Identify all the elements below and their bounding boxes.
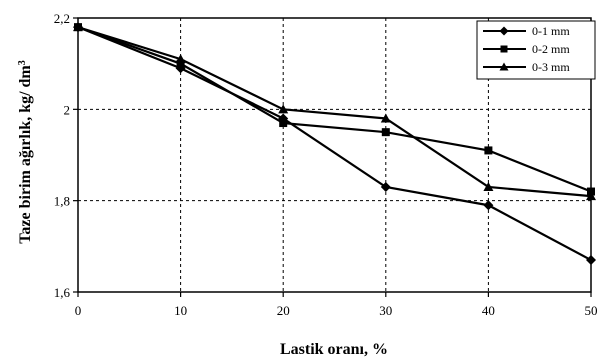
- series-0-3-mm: [73, 22, 596, 201]
- x-tick-label: 0: [75, 303, 82, 318]
- data-point-square: [500, 45, 508, 53]
- legend-item: 0-1 mm: [483, 24, 570, 38]
- data-point-triangle: [73, 22, 83, 32]
- x-axis-ticks: 0 10 20 30 40 50: [75, 292, 598, 318]
- legend-label: 0-1 mm: [532, 24, 570, 38]
- x-tick-label: 30: [379, 303, 392, 318]
- x-tick-label: 10: [174, 303, 187, 318]
- y-tick-label: 1,6: [54, 285, 71, 300]
- data-point-triangle: [380, 113, 391, 123]
- data-point-diamond: [380, 181, 391, 192]
- data-point-diamond: [499, 26, 509, 36]
- plot-frame: [77, 17, 592, 293]
- legend-item: 0-2 mm: [483, 42, 570, 56]
- data-point-square: [381, 128, 390, 137]
- data-point-triangle: [499, 62, 509, 71]
- y-axis-title: Taze birim ağırlık, kg/ dm3: [17, 60, 35, 244]
- data-point-diamond: [586, 255, 596, 266]
- data-point-triangle: [483, 181, 494, 191]
- x-tick-label: 50: [585, 303, 598, 318]
- legend-item: 0-3 mm: [483, 60, 570, 74]
- y-axis-title-superscript: 3: [17, 60, 28, 65]
- y-tick-label: 2,2: [54, 11, 70, 26]
- x-tick-label: 20: [277, 303, 290, 318]
- series-line: [77, 26, 592, 193]
- y-tick-label: 2: [64, 102, 71, 117]
- data-point-triangle: [175, 54, 186, 64]
- x-tick-label: 40: [482, 303, 495, 318]
- data-point-diamond: [175, 63, 186, 74]
- data-point-square: [279, 119, 288, 128]
- legend-label: 0-2 mm: [532, 42, 570, 56]
- data-point-triangle: [586, 191, 596, 201]
- grid-lines: [78, 18, 591, 292]
- series-group: [73, 22, 596, 266]
- legend-label: 0-3 mm: [532, 60, 570, 74]
- data-point-square: [484, 146, 493, 155]
- y-tick-label: 1,8: [54, 194, 70, 209]
- x-axis-title: Lastik oranı, %: [280, 341, 388, 358]
- y-axis-title-text: Taze birim ağırlık, kg/ dm: [17, 65, 34, 244]
- data-point-square: [176, 59, 185, 68]
- legend: 0-1 mm 0-2 mm 0-3 mm: [476, 20, 596, 80]
- series-line: [77, 26, 592, 198]
- data-point-triangle: [278, 104, 289, 114]
- series-line: [77, 26, 592, 262]
- data-point-diamond: [483, 200, 494, 211]
- y-axis-ticks: 1,6 1,8 2 2,2: [54, 11, 78, 300]
